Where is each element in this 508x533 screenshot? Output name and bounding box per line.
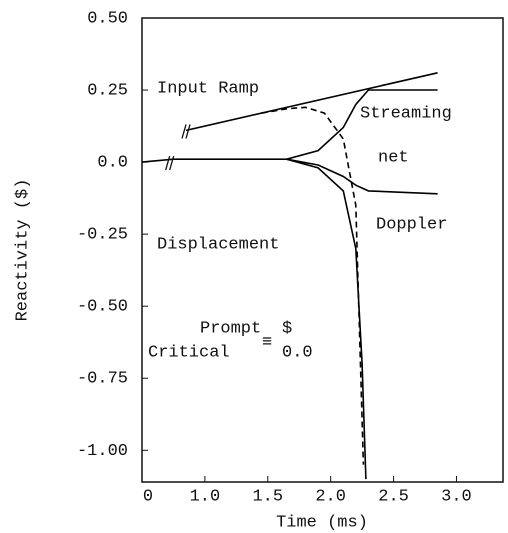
x-axis-label: Time (ms) <box>276 513 368 532</box>
annotation: Prompt <box>200 319 261 338</box>
annotation: 0.0 <box>282 343 313 362</box>
x-tick-label: 1.0 <box>190 487 221 506</box>
x-tick-label: 2.5 <box>378 487 409 506</box>
series-label: net <box>378 148 409 167</box>
plot-frame <box>141 17 504 483</box>
x-tick-label: 0 <box>143 487 153 506</box>
annotation: Critical <box>148 343 230 362</box>
annotation: ≡ <box>262 333 272 352</box>
axis-break <box>165 155 175 171</box>
y-tick-label: 0.0 <box>97 154 128 173</box>
series-line <box>185 72 438 132</box>
x-tick-label: 3.0 <box>441 487 472 506</box>
series-line <box>286 158 438 195</box>
y-tick-label: 0.50 <box>87 9 128 28</box>
series-label: Streaming <box>360 104 452 123</box>
y-tick-label: 0.25 <box>87 82 128 101</box>
axis-break <box>181 124 191 139</box>
y-tick-label: -0.50 <box>77 298 128 317</box>
y-tick-label: -0.75 <box>77 370 128 389</box>
y-tick-label: -0.25 <box>77 226 128 245</box>
series-label: Doppler <box>376 215 447 234</box>
series-label: Displacement <box>157 235 279 254</box>
annotation: $ <box>282 319 292 338</box>
series-line <box>141 89 438 163</box>
y-tick-label: -1.00 <box>77 442 128 461</box>
x-tick-label: 2.0 <box>315 487 346 506</box>
y-axis-label: Reactivity ($) <box>13 179 32 322</box>
series-label: Input Ramp <box>157 79 259 98</box>
x-tick-label: 1.5 <box>252 487 283 506</box>
series-line <box>261 106 365 465</box>
series-line <box>286 158 367 480</box>
